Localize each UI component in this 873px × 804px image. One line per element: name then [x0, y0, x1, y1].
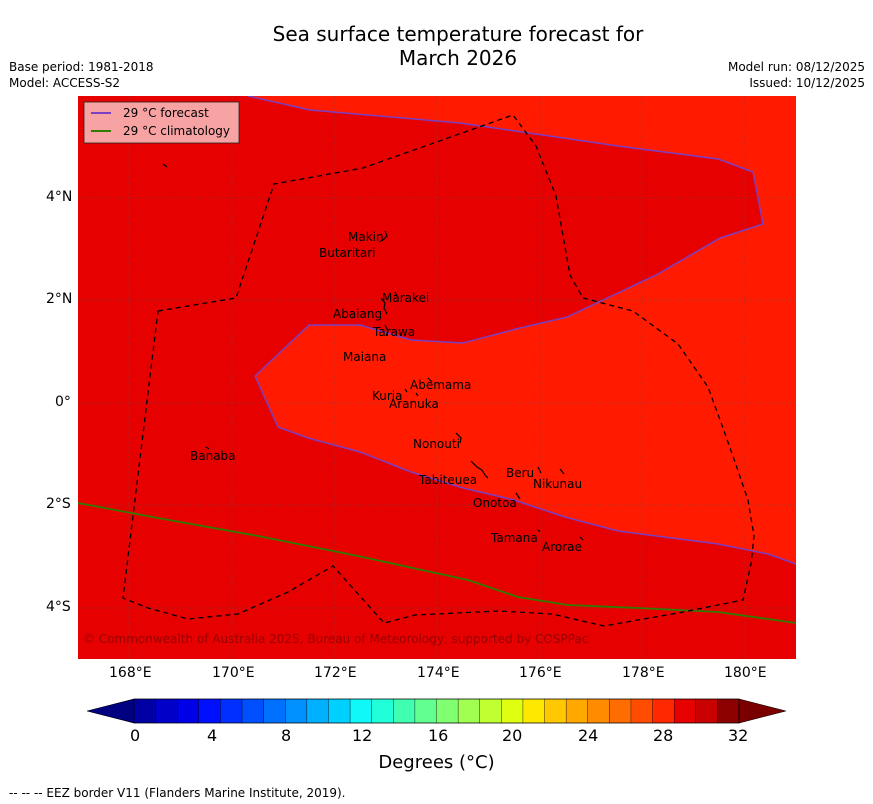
forecast-contour-north	[247, 96, 796, 565]
colorbar-cell	[673, 698, 697, 724]
lat-tick-4s: 4°S	[46, 599, 71, 615]
colorbar-cell	[479, 698, 502, 724]
eez-footnote: -- -- -- EEZ border V11 (Flanders Marine…	[9, 786, 346, 800]
legend: 29 °C forecast 29 °C climatology	[83, 101, 240, 144]
lon-tick-178e: 178°E	[622, 665, 665, 681]
colorbar-over-arrow	[738, 698, 787, 724]
place-label-banaba: Banaba	[190, 449, 236, 463]
colorbar-tick-4: 4	[207, 726, 218, 745]
place-label-beru: Beru	[506, 466, 534, 480]
place-label-nonouti: Nonouti	[413, 437, 460, 451]
title-line-1: Sea surface temperature forecast for	[272, 22, 644, 46]
colorbar-cell	[393, 698, 416, 724]
colorbar-cell	[349, 698, 373, 724]
model-text: Model: ACCESS-S2	[9, 76, 121, 90]
lon-tick-170e: 170°E	[212, 665, 255, 681]
colorbar-cell	[630, 698, 654, 724]
lat-tick-0: 0°	[55, 394, 71, 410]
legend-forecast-label: 29 °C forecast	[123, 106, 209, 120]
colorbar-cell	[544, 698, 567, 724]
colorbar-cell	[285, 698, 308, 724]
lon-tick-168e: 168°E	[109, 665, 152, 681]
sst-map: Makin Butaritari Marakei Abaiang Tarawa …	[78, 96, 796, 659]
colorbar-cell	[501, 698, 524, 724]
colorbar-tick-20: 20	[502, 726, 523, 745]
title-line-2: March 2026	[398, 46, 518, 70]
sst-hot-region	[78, 96, 796, 659]
colorbar-cell	[133, 698, 157, 724]
colorbar-cell	[717, 698, 740, 724]
islands	[162, 163, 584, 541]
place-label-arorae: Arorae	[542, 540, 582, 554]
colorbar-cells	[133, 698, 740, 724]
place-label-kuria: Kuria	[372, 389, 403, 403]
gridlines	[78, 96, 796, 659]
place-label-onotoa: Onotoa	[473, 496, 517, 510]
colorbar	[86, 698, 787, 724]
place-label-abaiang: Abaiang	[333, 307, 382, 321]
place-label-aranuka: Aranuka	[389, 397, 439, 411]
lon-tick-172e: 172°E	[314, 665, 357, 681]
issued-text: Issued: 10/12/2025	[749, 76, 865, 90]
colorbar-cell	[220, 698, 243, 724]
colorbar-cell	[263, 698, 286, 724]
lat-tick-2s: 2°S	[46, 496, 71, 512]
place-label-makin: Makin	[348, 230, 384, 244]
colorbar-cell	[587, 698, 610, 724]
colorbar-tick-32: 32	[728, 726, 749, 745]
colorbar-cell	[414, 698, 438, 724]
lon-tick-174e: 174°E	[417, 665, 460, 681]
lon-tick-176e: 176°E	[519, 665, 562, 681]
colorbar-tick-12: 12	[352, 726, 373, 745]
colorbar-cell	[328, 698, 351, 724]
eez-border	[122, 114, 755, 627]
place-label-tamana: Tamana	[490, 531, 538, 545]
colorbar-cell	[695, 698, 718, 724]
colorbar-under-arrow	[86, 698, 135, 724]
legend-climatology-label: 29 °C climatology	[123, 124, 230, 138]
place-label-maiana: Maiana	[343, 350, 386, 364]
place-label-tarawa: Tarawa	[372, 325, 415, 339]
colorbar-label: Degrees (°C)	[378, 752, 495, 773]
colorbar-tick-8: 8	[281, 726, 292, 745]
base-period-text: Base period: 1981-2018	[9, 60, 154, 74]
place-label-marakei: Marakei	[382, 291, 429, 305]
place-label-tabiteuea: Tabiteuea	[418, 473, 477, 487]
colorbar-cell	[198, 698, 221, 724]
place-label-abemama: Abemama	[410, 378, 471, 392]
colorbar-cell	[177, 698, 200, 724]
colorbar-cell	[436, 698, 459, 724]
place-label-butaritari: Butaritari	[319, 246, 376, 260]
lat-tick-2n: 2°N	[46, 291, 73, 307]
colorbar-cell	[522, 698, 546, 724]
colorbar-cell	[457, 698, 481, 724]
copyright-text: © Commonwealth of Australia 2025, Bureau…	[83, 632, 588, 646]
colorbar-cell	[155, 698, 178, 724]
colorbar-tick-28: 28	[653, 726, 674, 745]
colorbar-cell	[652, 698, 675, 724]
colorbar-cell	[241, 698, 265, 724]
colorbar-cell	[609, 698, 632, 724]
model-run-text: Model run: 08/12/2025	[727, 60, 865, 74]
colorbar-cell	[371, 698, 394, 724]
colorbar-tick-0: 0	[130, 726, 141, 745]
colorbar-tick-24: 24	[578, 726, 599, 745]
climatology-contour	[78, 502, 796, 624]
colorbar-tick-16: 16	[428, 726, 449, 745]
colorbar-cell	[306, 698, 329, 724]
lon-tick-180e: 180°E	[724, 665, 767, 681]
colorbar-cell	[565, 698, 589, 724]
place-labels: Makin Butaritari Marakei Abaiang Tarawa …	[190, 230, 582, 554]
lat-tick-4n: 4°N	[46, 189, 73, 205]
place-label-nikunau: Nikunau	[533, 477, 582, 491]
